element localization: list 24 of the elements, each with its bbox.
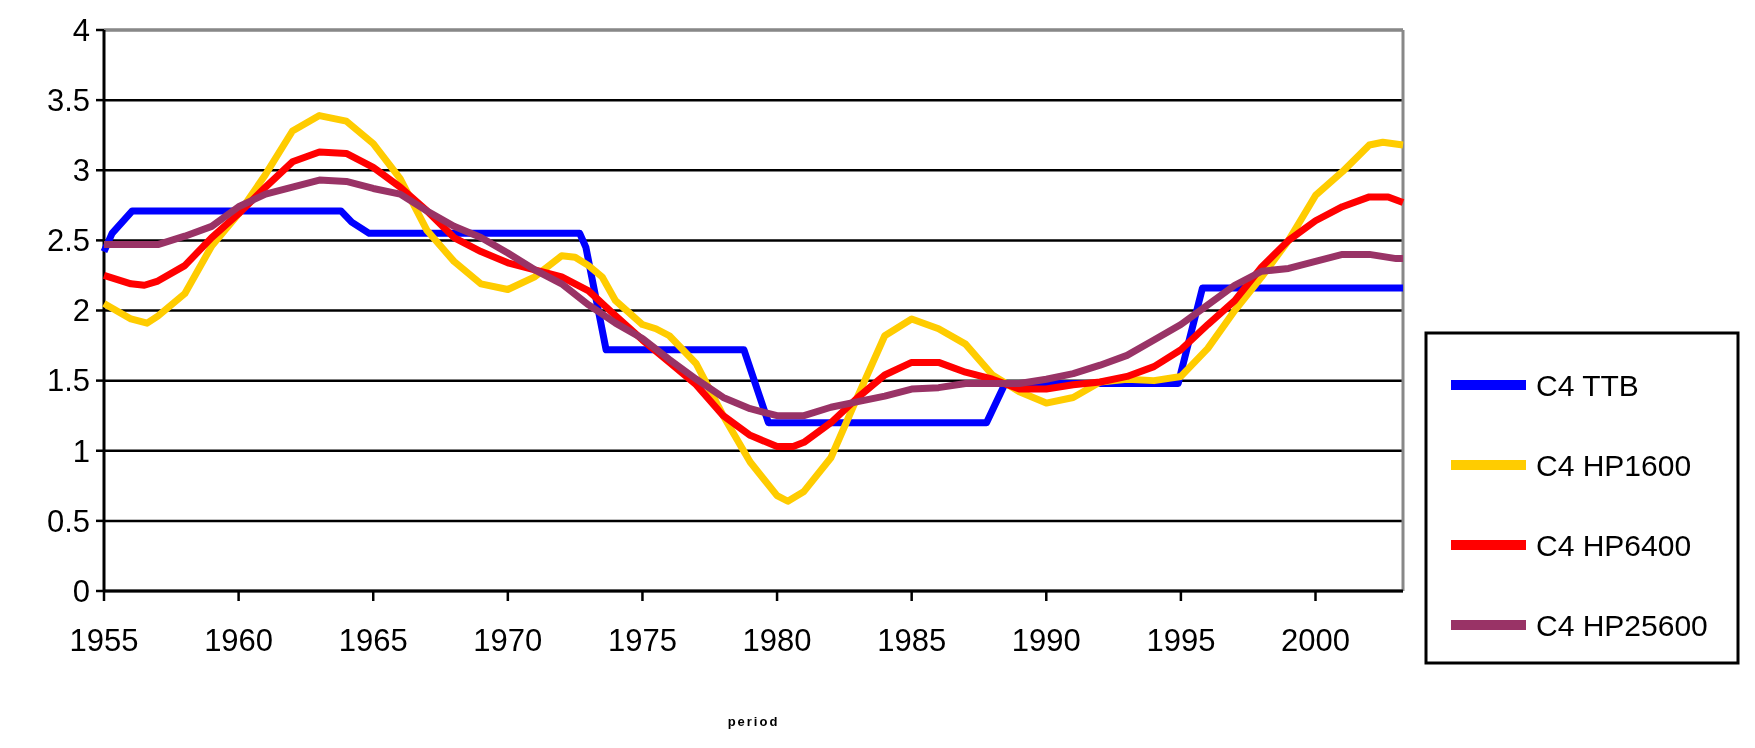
legend-label: C4 TTB (1536, 368, 1639, 402)
y-tick-label: 1.5 (46, 363, 90, 399)
x-tick-label: 1985 (877, 623, 947, 658)
legend-label: C4 HP1600 (1536, 448, 1692, 482)
y-tick-label: 2.5 (46, 223, 90, 259)
x-tick-label: 1995 (1146, 623, 1216, 658)
x-tick-label: 1970 (473, 623, 543, 658)
y-tick-label: 4 (72, 12, 90, 48)
legend-label: C4 HP6400 (1536, 528, 1692, 562)
y-tick-label: 0 (72, 573, 90, 609)
x-tick-label: 1990 (1011, 623, 1081, 658)
y-tick-label: 3.5 (46, 82, 90, 118)
x-tick-label: 1955 (69, 623, 139, 658)
x-tick-label: 1965 (338, 623, 408, 658)
y-tick-label: 0.5 (46, 503, 90, 539)
x-tick-label: 1980 (742, 623, 812, 658)
x-tick-label: 1960 (204, 623, 274, 658)
x-tick-label: 2000 (1281, 623, 1350, 658)
y-tick-label: 2 (72, 293, 90, 329)
legend-label: C4 HP25600 (1536, 608, 1708, 642)
x-tick-label: 1975 (607, 623, 677, 658)
x-axis-title: period (727, 714, 780, 729)
y-tick-label: 3 (72, 153, 90, 189)
y-tick-label: 1 (72, 433, 90, 469)
